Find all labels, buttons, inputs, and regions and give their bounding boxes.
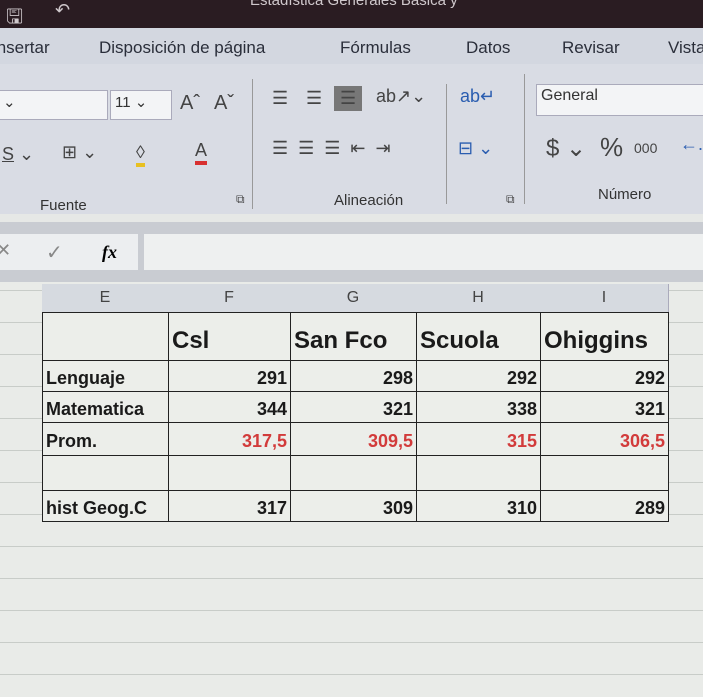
value-cell[interactable]: 321: [290, 391, 417, 423]
tab-revisar[interactable]: Revisar: [562, 38, 620, 57]
font-color-icon[interactable]: A: [195, 140, 208, 165]
header-cell[interactable]: Csl: [168, 312, 291, 361]
tab-insertar[interactable]: Insertar: [0, 38, 50, 57]
header-cell[interactable]: Ohiggins: [540, 312, 669, 361]
value-cell[interactable]: 298: [290, 360, 417, 392]
column-header-i[interactable]: I: [540, 284, 669, 312]
horizontal-align-icons[interactable]: ☰☰☰⇤⇥: [272, 138, 401, 158]
increase-font-icon[interactable]: Aˆ: [180, 92, 200, 114]
header-cell[interactable]: Scuola: [416, 312, 541, 361]
formula-input[interactable]: [144, 234, 703, 270]
orientation-icon[interactable]: ab↗⌄: [376, 86, 427, 106]
value-cell[interactable]: 315: [416, 422, 541, 456]
insert-function-icon[interactable]: fx: [102, 242, 117, 262]
value-cell[interactable]: 306,5: [540, 422, 669, 456]
column-header-g[interactable]: G: [290, 284, 417, 312]
title-bar: 🖫 ↶ Estadística Generales Básica y: [0, 0, 703, 28]
group-label-alineacion: Alineación: [334, 192, 404, 209]
merge-center-icon[interactable]: ⊟ ⌄: [458, 138, 494, 158]
header-cell[interactable]: [42, 312, 169, 361]
increase-decimal-icon[interactable]: ←.0: [680, 134, 703, 154]
value-cell[interactable]: 292: [540, 360, 669, 392]
dialog-launcher-icon[interactable]: ⧉: [506, 192, 515, 206]
dialog-launcher-icon[interactable]: ⧉: [236, 192, 245, 206]
save-icon[interactable]: 🖫: [6, 6, 24, 28]
column-header-e[interactable]: E: [42, 284, 169, 312]
align-top-icon[interactable]: ☰: [272, 88, 289, 108]
thousands-icon[interactable]: 000: [634, 140, 658, 156]
value-cell[interactable]: 321: [540, 391, 669, 423]
decrease-font-icon[interactable]: Aˇ: [214, 92, 234, 114]
value-cell[interactable]: 317,5: [168, 422, 291, 456]
number-format-dropdown[interactable]: General: [536, 84, 703, 116]
enter-check-icon[interactable]: ✓: [46, 242, 63, 264]
percent-icon[interactable]: %: [600, 132, 624, 162]
row-label-cell[interactable]: Matematica: [42, 391, 169, 423]
value-cell[interactable]: 309: [290, 490, 417, 522]
value-cell[interactable]: 317: [168, 490, 291, 522]
font-size-value: 11: [115, 94, 131, 111]
row-label-cell[interactable]: Prom.: [42, 422, 169, 456]
window-title: Estadística Generales Básica y: [250, 0, 458, 9]
wrap-text-icon[interactable]: ab↵: [460, 86, 496, 106]
fill-color-icon[interactable]: ◊: [136, 142, 145, 167]
value-cell[interactable]: [416, 455, 541, 491]
column-header-h[interactable]: H: [416, 284, 541, 312]
cancel-icon[interactable]: ✕: [0, 240, 12, 260]
group-label-fuente: Fuente: [40, 197, 87, 214]
header-cell[interactable]: San Fco: [290, 312, 417, 361]
currency-symbol: $: [546, 135, 560, 162]
group-label-numero: Número: [598, 186, 652, 203]
column-header-f[interactable]: F: [168, 284, 291, 312]
value-cell[interactable]: 292: [416, 360, 541, 392]
ribbon: ⌄ 11 ⌄ Aˆ Aˇ S ⌄ ⊞ ⌄ ◊ A Fuente ⧉ ☰ ☰ ☰ …: [0, 64, 703, 214]
number-format-value: General: [541, 87, 598, 104]
tab-formulas[interactable]: Fórmulas: [340, 38, 411, 57]
font-name-dropdown[interactable]: ⌄: [0, 90, 108, 120]
align-bottom-icon[interactable]: ☰: [334, 86, 363, 111]
value-cell[interactable]: 309,5: [290, 422, 417, 456]
value-cell[interactable]: 291: [168, 360, 291, 392]
value-cell[interactable]: [290, 455, 417, 491]
align-middle-icon[interactable]: ☰: [306, 88, 323, 108]
tab-datos[interactable]: Datos: [466, 38, 511, 57]
underline-icon[interactable]: S ⌄: [2, 144, 35, 164]
currency-icon[interactable]: $ ⌄: [546, 135, 587, 162]
row-label-cell[interactable]: [42, 455, 169, 491]
undo-icon[interactable]: ↶: [55, 0, 71, 20]
value-cell[interactable]: [168, 455, 291, 491]
value-cell[interactable]: 289: [540, 490, 669, 522]
tab-disposicion[interactable]: Disposición de página: [99, 38, 266, 57]
tab-vista[interactable]: Vista: [668, 38, 703, 57]
value-cell[interactable]: 310: [416, 490, 541, 522]
borders-icon[interactable]: ⊞ ⌄: [62, 142, 98, 162]
value-cell[interactable]: 344: [168, 391, 291, 423]
row-label-cell[interactable]: Lenguaje: [42, 360, 169, 392]
ribbon-tabs: Insertar Disposición de página Fórmulas …: [0, 28, 703, 64]
formula-bar: ✕ ✓ fx: [0, 222, 703, 282]
value-cell[interactable]: [540, 455, 669, 491]
font-size-dropdown[interactable]: 11 ⌄: [110, 90, 172, 120]
value-cell[interactable]: 338: [416, 391, 541, 423]
row-label-cell[interactable]: hist Geog.C: [42, 490, 169, 522]
